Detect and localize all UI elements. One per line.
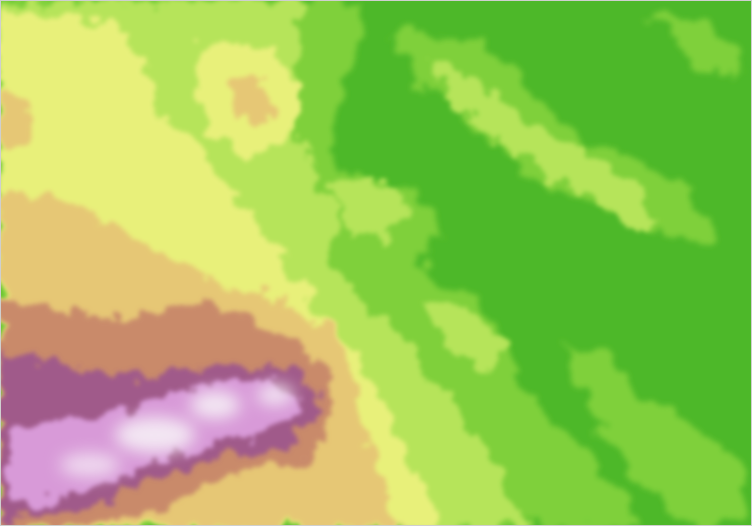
summit-zones — [60, 385, 293, 477]
